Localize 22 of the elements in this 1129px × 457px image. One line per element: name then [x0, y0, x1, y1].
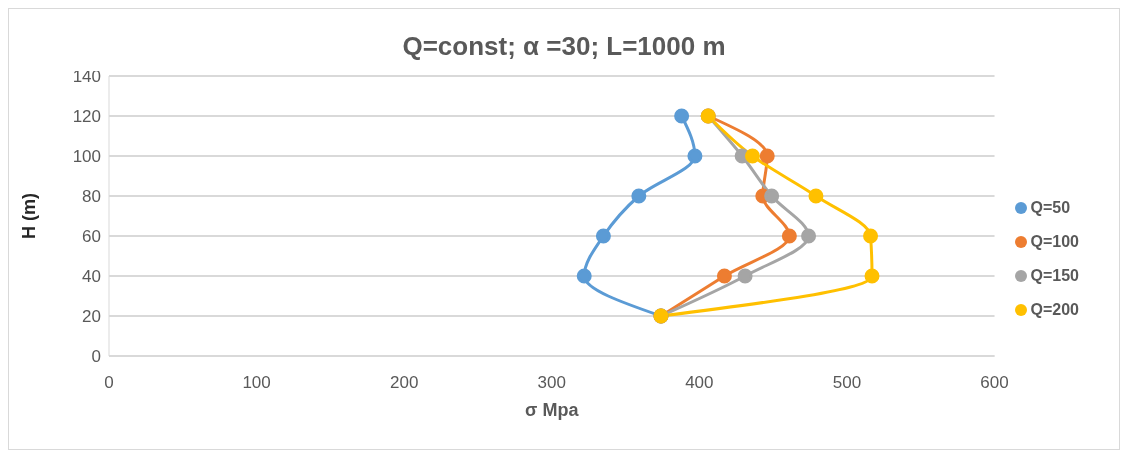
y-axis-title: H (m): [19, 193, 40, 239]
legend-label: Q=150: [1030, 266, 1079, 284]
y-tick-label: 120: [72, 107, 101, 127]
x-tick-label: 200: [389, 373, 419, 393]
x-tick-label: 300: [537, 373, 566, 393]
legend-label: Q=200: [1030, 300, 1079, 318]
x-tick-label: 100: [242, 373, 271, 393]
legend-label: Q=100: [1030, 232, 1079, 250]
x-tick-label: 400: [685, 373, 714, 393]
y-tick-label: 100: [72, 147, 101, 167]
y-tick-label: 80: [82, 187, 101, 207]
legend-label: Q=50: [1030, 198, 1071, 216]
x-tick-label: 500: [832, 373, 862, 393]
chart-title: Q=const; α =30; L=1000 m: [402, 31, 726, 61]
y-tick-label: 20: [82, 307, 101, 327]
x-axis-title: σ Mpa: [525, 400, 580, 420]
x-tick-label: 600: [980, 373, 1009, 393]
y-tick-label: 0: [91, 347, 101, 367]
y-tick-label: 140: [72, 67, 101, 87]
y-tick-label: 60: [82, 227, 101, 247]
y-tick-label: 40: [82, 267, 101, 287]
x-tick-label: 0: [104, 373, 114, 393]
